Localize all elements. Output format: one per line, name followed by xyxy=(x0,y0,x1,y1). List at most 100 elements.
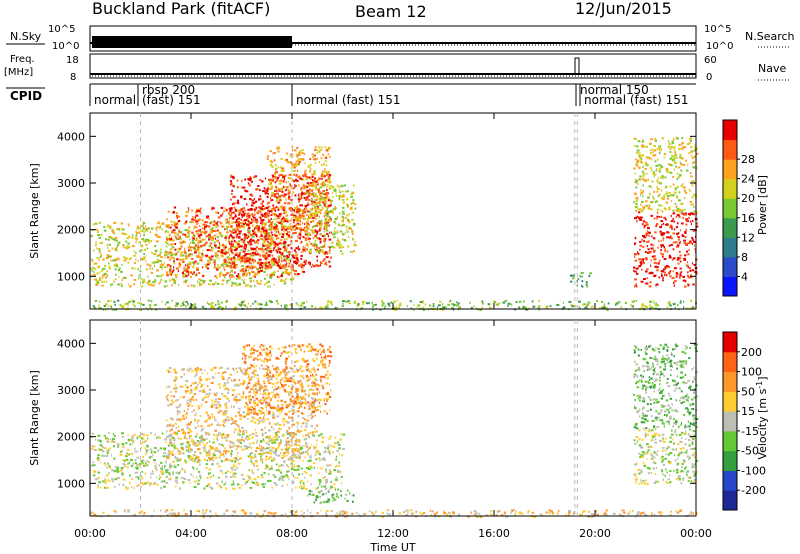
heatmap-cell xyxy=(141,470,144,473)
heatmap-cell xyxy=(320,246,323,249)
heatmap-cell xyxy=(247,229,249,232)
heatmap-cell xyxy=(283,244,287,247)
heatmap-cell xyxy=(223,252,227,255)
heatmap-cell xyxy=(329,246,331,249)
heatmap-cell xyxy=(395,305,397,308)
heatmap-cell xyxy=(635,199,638,202)
heatmap-cell xyxy=(277,209,280,211)
heatmap-cell xyxy=(653,173,657,176)
heatmap-cell xyxy=(142,222,146,225)
heatmap-cell xyxy=(674,145,676,148)
heatmap-cell xyxy=(493,301,497,304)
heatmap-cell xyxy=(659,259,661,262)
heatmap-cell xyxy=(639,193,641,196)
heatmap-cell xyxy=(324,179,328,182)
cpid-segment-rbsp: rbsp 200 xyxy=(142,83,195,97)
heatmap-cell xyxy=(129,443,132,446)
heatmap-cell xyxy=(307,202,309,205)
heatmap-cell xyxy=(290,271,293,274)
heatmap-cell xyxy=(307,237,311,240)
heatmap-cell xyxy=(571,305,574,308)
heatmap-cell xyxy=(174,243,177,245)
heatmap-cell xyxy=(216,225,218,228)
heatmap-cell xyxy=(216,456,219,459)
heatmap-cell xyxy=(305,248,308,251)
heatmap-cell xyxy=(307,232,311,235)
heatmap-cell xyxy=(197,229,201,232)
heatmap-cell xyxy=(568,300,572,303)
heatmap-cell xyxy=(278,174,280,177)
heatmap-cell xyxy=(166,253,169,256)
heatmap-cell xyxy=(274,206,277,209)
heatmap-cell xyxy=(325,229,329,232)
heatmap-cell xyxy=(296,223,298,226)
heatmap-cell xyxy=(649,304,651,307)
heatmap-cell xyxy=(290,225,293,228)
heatmap-cell xyxy=(308,210,311,213)
heatmap-cell xyxy=(128,481,131,484)
heatmap-cell xyxy=(322,181,326,184)
heatmap-cell xyxy=(642,220,646,223)
heatmap-cell xyxy=(185,281,187,284)
heatmap-cell xyxy=(115,273,117,276)
heatmap-cell xyxy=(254,200,258,203)
heatmap-cell xyxy=(177,238,180,240)
heatmap-cell xyxy=(481,306,483,309)
heatmap-cell xyxy=(251,239,255,242)
heatmap-cell xyxy=(285,198,287,201)
heatmap-cell xyxy=(191,209,194,212)
heatmap-cell xyxy=(140,478,142,481)
heatmap-cell xyxy=(224,276,226,279)
heatmap-cell xyxy=(173,262,176,265)
heatmap-cell xyxy=(177,215,181,218)
heatmap-cell xyxy=(321,307,324,310)
heatmap-cell xyxy=(247,241,250,244)
heatmap-cell xyxy=(173,447,176,450)
heatmap-cell xyxy=(231,249,233,252)
heatmap-cell xyxy=(166,264,170,266)
heatmap-cell xyxy=(193,227,195,230)
heatmap-cell xyxy=(309,459,312,462)
heatmap-cell xyxy=(195,214,199,217)
heatmap-cell xyxy=(672,232,675,235)
heatmap-cell xyxy=(306,189,310,192)
heatmap-cell xyxy=(237,243,240,246)
heatmap-cell xyxy=(230,211,233,214)
heatmap-cell xyxy=(96,458,99,460)
heatmap-cell xyxy=(346,213,348,216)
heatmap-cell xyxy=(295,486,297,489)
heatmap-cell xyxy=(636,203,638,206)
heatmap-cell xyxy=(258,206,261,209)
heatmap-cell xyxy=(320,192,323,195)
heatmap-cell xyxy=(307,210,310,213)
heatmap-cell xyxy=(295,178,298,181)
heatmap-cell xyxy=(166,273,169,275)
heatmap-cell xyxy=(290,456,292,459)
heatmap-cell xyxy=(657,158,659,161)
heatmap-cell xyxy=(134,267,136,270)
heatmap-cell xyxy=(298,233,302,236)
heatmap-cell xyxy=(97,456,100,459)
heatmap-cell xyxy=(149,283,153,286)
heatmap-cell xyxy=(262,229,266,232)
heatmap-cell xyxy=(265,230,268,233)
heatmap-cell xyxy=(649,149,652,152)
heatmap-cell xyxy=(239,261,242,264)
heatmap-cell xyxy=(125,247,129,250)
heatmap-cell xyxy=(92,461,95,464)
cpid-segment-rbsp-fast: (fast) 151 xyxy=(142,93,201,107)
heatmap-cell xyxy=(640,210,644,213)
heatmap-cell xyxy=(172,471,174,474)
heatmap-cell xyxy=(260,238,263,241)
heatmap-cell xyxy=(266,157,269,160)
heatmap-cell xyxy=(325,192,329,194)
heatmap-cell xyxy=(222,212,224,215)
heatmap-cell xyxy=(290,462,293,465)
heatmap-cell xyxy=(201,240,203,243)
heatmap-cell xyxy=(276,234,278,237)
heatmap-cell xyxy=(151,300,153,303)
heatmap-cell xyxy=(674,188,677,191)
heatmap-cell xyxy=(284,189,287,192)
heatmap-cell xyxy=(292,481,295,484)
heatmap-cell xyxy=(672,248,675,251)
